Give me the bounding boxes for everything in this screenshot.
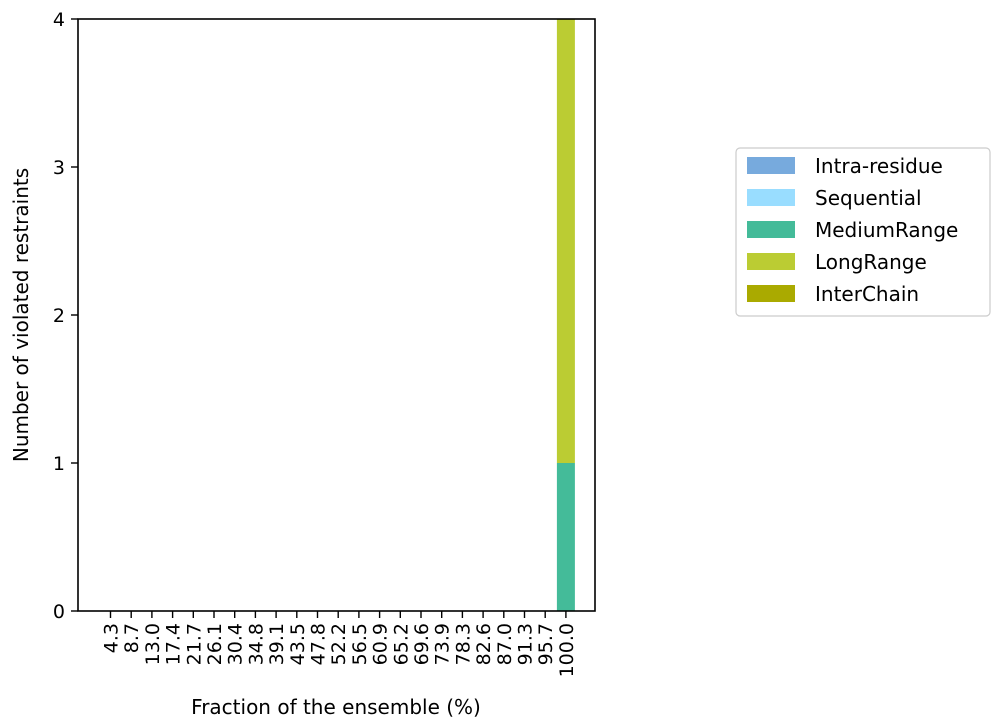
y-tick-label: 4 xyxy=(53,9,65,31)
x-tick-label: 65.2 xyxy=(390,623,412,665)
x-tick-label: 56.5 xyxy=(349,623,371,665)
plot-frame xyxy=(77,18,596,612)
bar-mediumrange-100-0 xyxy=(556,463,575,611)
x-tick-label: 13.0 xyxy=(142,623,164,665)
x-tick-label: 8.7 xyxy=(121,623,143,653)
bars-layer xyxy=(556,19,575,611)
legend-label-sequential: Sequential xyxy=(815,186,922,210)
x-tick-label: 21.7 xyxy=(183,623,205,665)
legend-label-longrange: LongRange xyxy=(815,250,927,274)
x-tick-label: 52.2 xyxy=(328,623,350,665)
y-axis-label: Number of violated restraints xyxy=(9,168,33,462)
x-tick-label: 26.1 xyxy=(204,623,226,665)
x-tick-label: 34.8 xyxy=(245,623,267,665)
x-tick-label: 4.3 xyxy=(101,623,123,653)
bar-longrange-100-0 xyxy=(556,19,575,463)
legend: Intra-residue Sequential MediumRange LongRa… xyxy=(735,147,991,317)
x-axis-label: Fraction of the ensemble (%) xyxy=(191,695,481,719)
x-tick-label: 82.6 xyxy=(473,623,495,665)
x-tick-label: 91.3 xyxy=(515,623,537,665)
x-tick-label: 78.3 xyxy=(452,623,474,665)
y-tick-label: 1 xyxy=(53,453,65,475)
x-tick-label: 17.4 xyxy=(163,623,185,665)
x-axis: 4.38.713.017.421.726.130.434.839.143.547… xyxy=(101,611,578,677)
legend-swatch-longrange xyxy=(747,253,795,270)
x-tick-label: 95.7 xyxy=(535,623,557,665)
legend-swatch-intra-residue xyxy=(747,157,795,174)
x-tick-label: 60.9 xyxy=(370,623,392,665)
x-tick-label: 69.6 xyxy=(411,623,433,665)
x-tick-label: 73.9 xyxy=(432,623,454,665)
y-tick-label: 0 xyxy=(53,601,65,623)
legend-swatch-sequential xyxy=(747,189,795,206)
legend-label-mediumrange: MediumRange xyxy=(815,218,958,242)
legend-frame xyxy=(735,147,991,317)
x-tick-label: 100.0 xyxy=(556,623,578,677)
x-tick-label: 47.8 xyxy=(308,623,330,665)
legend-label-intra-residue: Intra-residue xyxy=(815,154,943,178)
legend-label-interchain: InterChain xyxy=(815,282,919,306)
x-tick-label: 87.0 xyxy=(494,623,516,665)
x-tick-label: 39.1 xyxy=(266,623,288,665)
x-tick-label: 30.4 xyxy=(225,623,247,665)
y-tick-label: 3 xyxy=(53,157,65,179)
legend-swatch-mediumrange xyxy=(747,221,795,238)
y-tick-label: 2 xyxy=(53,305,65,327)
x-tick-label: 43.5 xyxy=(287,623,309,665)
y-axis: 0 1 2 3 4 xyxy=(53,9,78,623)
legend-swatch-interchain xyxy=(747,285,795,302)
